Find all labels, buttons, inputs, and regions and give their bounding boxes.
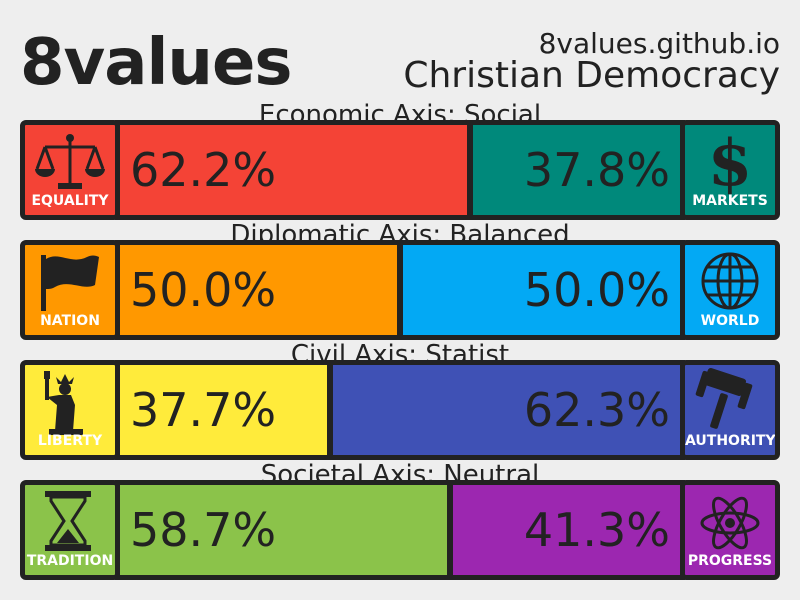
- world-bar: 50.0%: [400, 240, 685, 340]
- gavel-icon: [695, 368, 753, 429]
- flag-icon: [41, 255, 99, 311]
- progress-bar: 41.3%: [449, 480, 685, 580]
- world-icon-box: WORLD: [680, 240, 780, 340]
- hourglass-icon: [45, 491, 91, 551]
- nation-label: NATION: [40, 313, 100, 329]
- axis-economic: Economic Axis: Social EQUALITY 62.2% 37.…: [0, 100, 800, 220]
- progress-label: PROGRESS: [687, 553, 773, 569]
- tradition-icon-box: TRADITION: [20, 480, 120, 580]
- atom-icon: [700, 496, 760, 550]
- equality-label: EQUALITY: [31, 193, 109, 209]
- site-url: 8values.github.io: [538, 27, 780, 60]
- world-label: WORLD: [700, 313, 760, 329]
- liberty-icon-box: LIBERTY: [20, 360, 120, 460]
- markets-icon-box: $ MARKETS: [680, 120, 780, 220]
- ideology-title: Christian Democracy: [403, 55, 780, 96]
- svg-text:$: $: [708, 126, 753, 197]
- dollar-icon: $: [708, 126, 753, 197]
- tradition-label: TRADITION: [26, 553, 114, 569]
- globe-icon: [701, 252, 759, 310]
- liberty-bar: 37.7%: [115, 360, 330, 460]
- markets-percent: 37.8%: [523, 143, 670, 197]
- nation-icon-box: NATION: [20, 240, 120, 340]
- progress-icon-box: PROGRESS: [680, 480, 780, 580]
- authority-icon-box: AUTHORITY: [680, 360, 780, 460]
- authority-bar: 62.3%: [329, 360, 685, 460]
- markets-bar: 37.8%: [469, 120, 685, 220]
- world-percent: 50.0%: [523, 263, 670, 317]
- authority-label: AUTHORITY: [685, 433, 776, 449]
- logo: 8values: [20, 26, 292, 100]
- markets-label: MARKETS: [692, 193, 768, 209]
- axis-societal: Societal Axis: Neutral TRADITION 58.7% 4…: [0, 460, 800, 580]
- axis-diplomatic: Diplomatic Axis: Balanced NATION 50.0% 5…: [0, 220, 800, 340]
- nation-percent: 50.0%: [130, 263, 277, 317]
- liberty-label: LIBERTY: [37, 433, 103, 449]
- progress-percent: 41.3%: [523, 503, 670, 557]
- tradition-bar: 58.7%: [115, 480, 450, 580]
- authority-percent: 62.3%: [523, 383, 670, 437]
- axis-civil: Civil Axis: Statist LIBERTY 37.7% 62.3%: [0, 340, 800, 460]
- equality-percent: 62.2%: [130, 143, 277, 197]
- nation-bar: 50.0%: [115, 240, 400, 340]
- scales-icon: [35, 134, 105, 189]
- equality-icon-box: EQUALITY: [20, 120, 120, 220]
- liberty-percent: 37.7%: [130, 383, 277, 437]
- statue-of-liberty-icon: [44, 371, 83, 435]
- equality-bar: 62.2%: [115, 120, 470, 220]
- tradition-percent: 58.7%: [130, 503, 277, 557]
